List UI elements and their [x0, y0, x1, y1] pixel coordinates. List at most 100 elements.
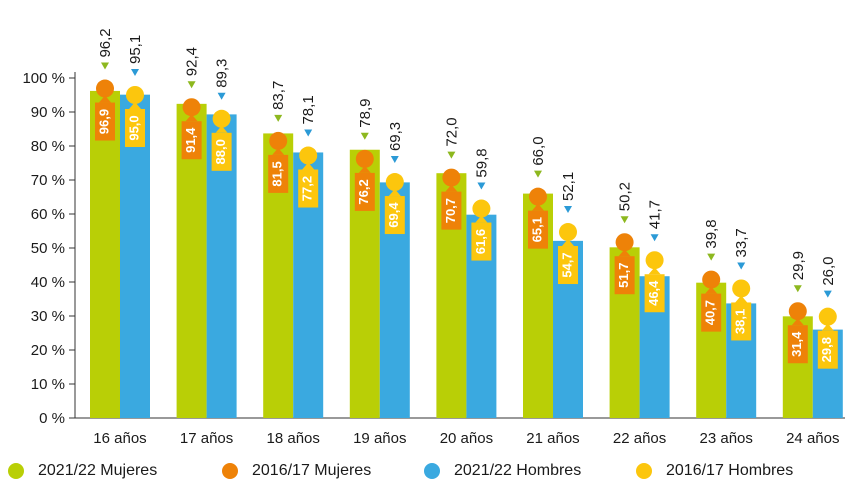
- x-tick-label: 23 años: [700, 430, 753, 447]
- label-2016-mujeres-label: 40,7: [703, 300, 718, 325]
- dot-2016-mujeres: [182, 98, 201, 117]
- legend-swatch: [222, 463, 238, 479]
- label-2016-mujeres-box: [95, 102, 115, 141]
- label-2016-hombres-box: [817, 330, 838, 369]
- label-2016-hombres-box: [384, 196, 405, 235]
- legend-swatch: [424, 463, 440, 479]
- label-2016-mujeres-pointer: [185, 114, 198, 122]
- label-2016-hombres-label: 54,7: [559, 252, 574, 277]
- dot-2016-hombres: [645, 251, 664, 270]
- label-2016-mujeres-pointer: [272, 147, 285, 155]
- x-tick-label: 19 años: [353, 430, 406, 447]
- label-2016-mujeres-label: 91,4: [183, 127, 198, 153]
- label-2021-mujeres-label: 66,0: [530, 136, 547, 165]
- dot-2016-mujeres: [96, 79, 114, 98]
- label-2021-hombres-marker: [477, 182, 486, 190]
- label-2021-mujeres-label: 50,2: [617, 182, 634, 211]
- label-2021-mujeres-label: 83,7: [270, 81, 287, 110]
- labels: 16 años 96,9 95,0 96,2 95,1 17 años 91,4 88,0 92…: [93, 28, 839, 447]
- label-2021-mujeres-label: 92,4: [184, 47, 201, 76]
- label-2021-hombres-marker: [564, 206, 572, 214]
- x-tick-label: 21 años: [526, 430, 579, 447]
- label-2021-hombres-label: 33,7: [733, 228, 750, 257]
- label-2021-mujeres-marker: [187, 81, 196, 89]
- y-tick-label: 80 %: [31, 138, 65, 155]
- legend-item-2016-hombres: 2016/17 Hombres: [636, 462, 793, 480]
- y-tick-label: 0 %: [39, 410, 65, 427]
- markers: [95, 62, 838, 369]
- label-2016-hombres-box: [558, 246, 578, 285]
- y-tick-label: 30 %: [31, 308, 65, 325]
- label-2021-hombres-label: 59,8: [473, 148, 490, 177]
- y-tick-label: 10 %: [31, 376, 65, 393]
- label-2016-mujeres-label: 31,4: [789, 331, 804, 357]
- label-2016-hombres-pointer: [215, 125, 228, 133]
- label-2021-hombres-label: 78,1: [300, 95, 317, 124]
- label-2021-mujeres-label: 78,9: [357, 99, 374, 128]
- label-2021-mujeres-marker: [534, 170, 542, 178]
- label-2021-hombres-label: 89,3: [214, 59, 231, 88]
- dot-2016-hombres: [385, 173, 404, 192]
- y-tick-label: 50 %: [31, 240, 65, 257]
- label-2016-hombres-box: [644, 274, 665, 313]
- label-2021-hombres-marker: [737, 262, 746, 270]
- legend-label: 2016/17 Hombres: [666, 462, 794, 479]
- dot-2016-hombres: [732, 279, 751, 298]
- label-2016-mujeres-box: [701, 293, 722, 332]
- label-2016-mujeres-pointer: [445, 184, 458, 192]
- x-tick-label: 20 años: [440, 430, 493, 447]
- chart: 0 % 10 % 20 % 30 % 40 % 50 % 60 % 70 % 80 % 90 % 1…: [22, 28, 845, 447]
- y-tick-label: 100 %: [22, 70, 65, 87]
- label-2016-hombres-label: 88,0: [213, 139, 228, 164]
- dot-2016-mujeres: [788, 302, 807, 321]
- label-2021-mujeres-marker: [274, 114, 283, 122]
- label-2016-mujeres-label: 96,9: [96, 109, 111, 134]
- label-2016-hombres-pointer: [475, 215, 488, 223]
- label-2021-hombres-label: 26,0: [820, 256, 837, 285]
- label-2016-mujeres-label: 51,7: [616, 263, 631, 288]
- label-2016-mujeres-box: [354, 172, 375, 211]
- label-2021-hombres-label: 41,7: [647, 200, 664, 229]
- label-2021-mujeres-marker: [360, 132, 369, 140]
- label-2016-mujeres-box: [181, 121, 202, 160]
- dot-2016-hombres: [818, 307, 837, 326]
- label-2021-hombres-marker: [217, 92, 226, 100]
- label-2021-mujeres-label: 72,0: [443, 117, 460, 146]
- label-2016-hombres-pointer: [562, 239, 574, 247]
- dot-2016-hombres: [212, 109, 231, 128]
- label-2021-hombres-marker: [390, 156, 399, 164]
- label-2021-hombres-marker: [823, 290, 832, 298]
- label-2016-mujeres-pointer: [358, 165, 371, 173]
- dot-2016-hombres: [299, 146, 318, 165]
- y-tick-label: 20 %: [31, 342, 65, 359]
- label-2016-mujeres-label: 76,2: [356, 179, 371, 204]
- legend-item-2021-mujeres: 2021/22 Mujeres: [8, 462, 157, 480]
- label-2016-mujeres-pointer: [99, 95, 111, 103]
- label-2016-hombres-pointer: [821, 323, 834, 331]
- label-2021-hombres-marker: [304, 129, 313, 137]
- label-2016-mujeres-box: [787, 325, 808, 364]
- label-2016-hombres-label: 46,4: [646, 280, 661, 306]
- label-2021-hombres-label: 95,1: [127, 35, 144, 64]
- label-2016-mujeres-box: [441, 191, 462, 230]
- legend-label: 2021/22 Mujeres: [38, 462, 158, 479]
- dot-2016-hombres: [126, 86, 144, 104]
- label-2021-hombres-label: 52,1: [560, 172, 577, 201]
- label-2021-hombres-label: 69,3: [387, 122, 404, 151]
- label-2016-hombres-box: [298, 169, 319, 208]
- label-2016-mujeres-label: 81,5: [270, 161, 285, 186]
- label-2016-mujeres-pointer: [532, 203, 544, 211]
- y-tick-label: 90 %: [31, 104, 65, 121]
- label-2016-hombres-label: 69,4: [386, 202, 401, 228]
- label-2021-mujeres-label: 29,9: [790, 251, 807, 280]
- x-tick-label: 24 años: [786, 430, 839, 447]
- label-2016-hombres-box: [211, 132, 232, 171]
- label-2016-hombres-box: [471, 222, 492, 261]
- label-2016-hombres-box: [125, 109, 145, 147]
- label-2021-mujeres-marker: [447, 151, 456, 159]
- legend-swatch: [636, 463, 652, 479]
- label-2016-hombres-label: 61,6: [473, 229, 488, 254]
- label-2016-hombres-label: 77,2: [300, 176, 315, 201]
- label-2016-hombres-label: 38,1: [733, 309, 748, 334]
- dot-2016-hombres: [559, 223, 577, 242]
